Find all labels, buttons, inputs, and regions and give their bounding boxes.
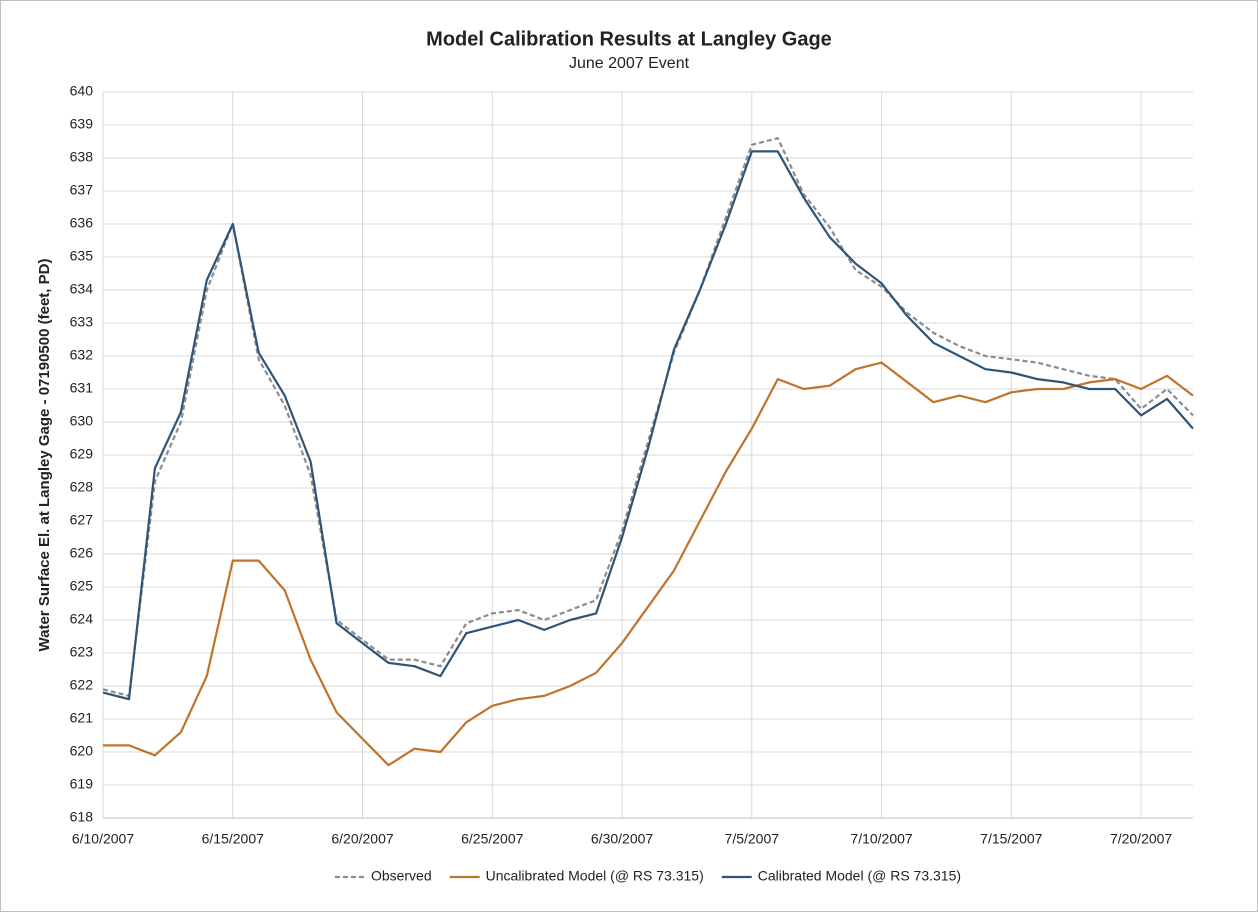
y-tick-label: 622 [70, 677, 94, 693]
x-tick-label: 7/15/2007 [980, 831, 1042, 847]
y-tick-label: 632 [70, 347, 94, 363]
y-axis-label: Water Surface El. at Langley Gage - 0719… [36, 259, 53, 652]
y-tick-label: 629 [70, 446, 94, 462]
y-tick-label: 621 [70, 710, 94, 726]
y-tick-label: 635 [70, 248, 94, 264]
series-line [103, 361, 1194, 767]
y-tick-label: 639 [70, 116, 94, 132]
y-tick-label: 636 [70, 215, 94, 231]
y-tick-label: 623 [70, 644, 94, 660]
chart-subtitle: June 2007 Event [569, 55, 690, 72]
y-tick-label: 618 [70, 809, 94, 825]
x-tick-label: 6/30/2007 [591, 831, 653, 847]
y-tick-label: 631 [70, 380, 94, 396]
y-tick-label: 619 [70, 776, 94, 792]
y-tick-label: 628 [70, 479, 94, 495]
y-tick-label: 640 [70, 83, 94, 99]
legend-label: Calibrated Model (@ RS 73.315) [758, 868, 961, 884]
y-tick-label: 638 [70, 149, 94, 165]
y-tick-label: 625 [70, 578, 94, 594]
x-tick-label: 7/5/2007 [725, 831, 780, 847]
x-tick-label: 7/20/2007 [1110, 831, 1172, 847]
x-tick-label: 6/20/2007 [331, 831, 393, 847]
series-line [102, 137, 1194, 697]
y-tick-label: 627 [70, 512, 94, 528]
y-tick-label: 633 [70, 314, 94, 330]
y-tick-label: 630 [70, 413, 94, 429]
legend-label: Observed [371, 868, 432, 884]
y-tick-label: 637 [70, 182, 94, 198]
y-tick-label: 634 [70, 281, 94, 297]
x-tick-label: 6/25/2007 [461, 831, 523, 847]
legend-label: Uncalibrated Model (@ RS 73.315) [486, 868, 704, 884]
x-tick-label: 7/10/2007 [850, 831, 912, 847]
series-line [102, 150, 1194, 701]
y-tick-label: 624 [70, 611, 94, 627]
y-tick-label: 620 [70, 743, 94, 759]
x-tick-label: 6/10/2007 [72, 831, 134, 847]
chart-title: Model Calibration Results at Langley Gag… [426, 28, 832, 50]
x-tick-label: 6/15/2007 [202, 831, 264, 847]
y-tick-label: 626 [70, 545, 94, 561]
